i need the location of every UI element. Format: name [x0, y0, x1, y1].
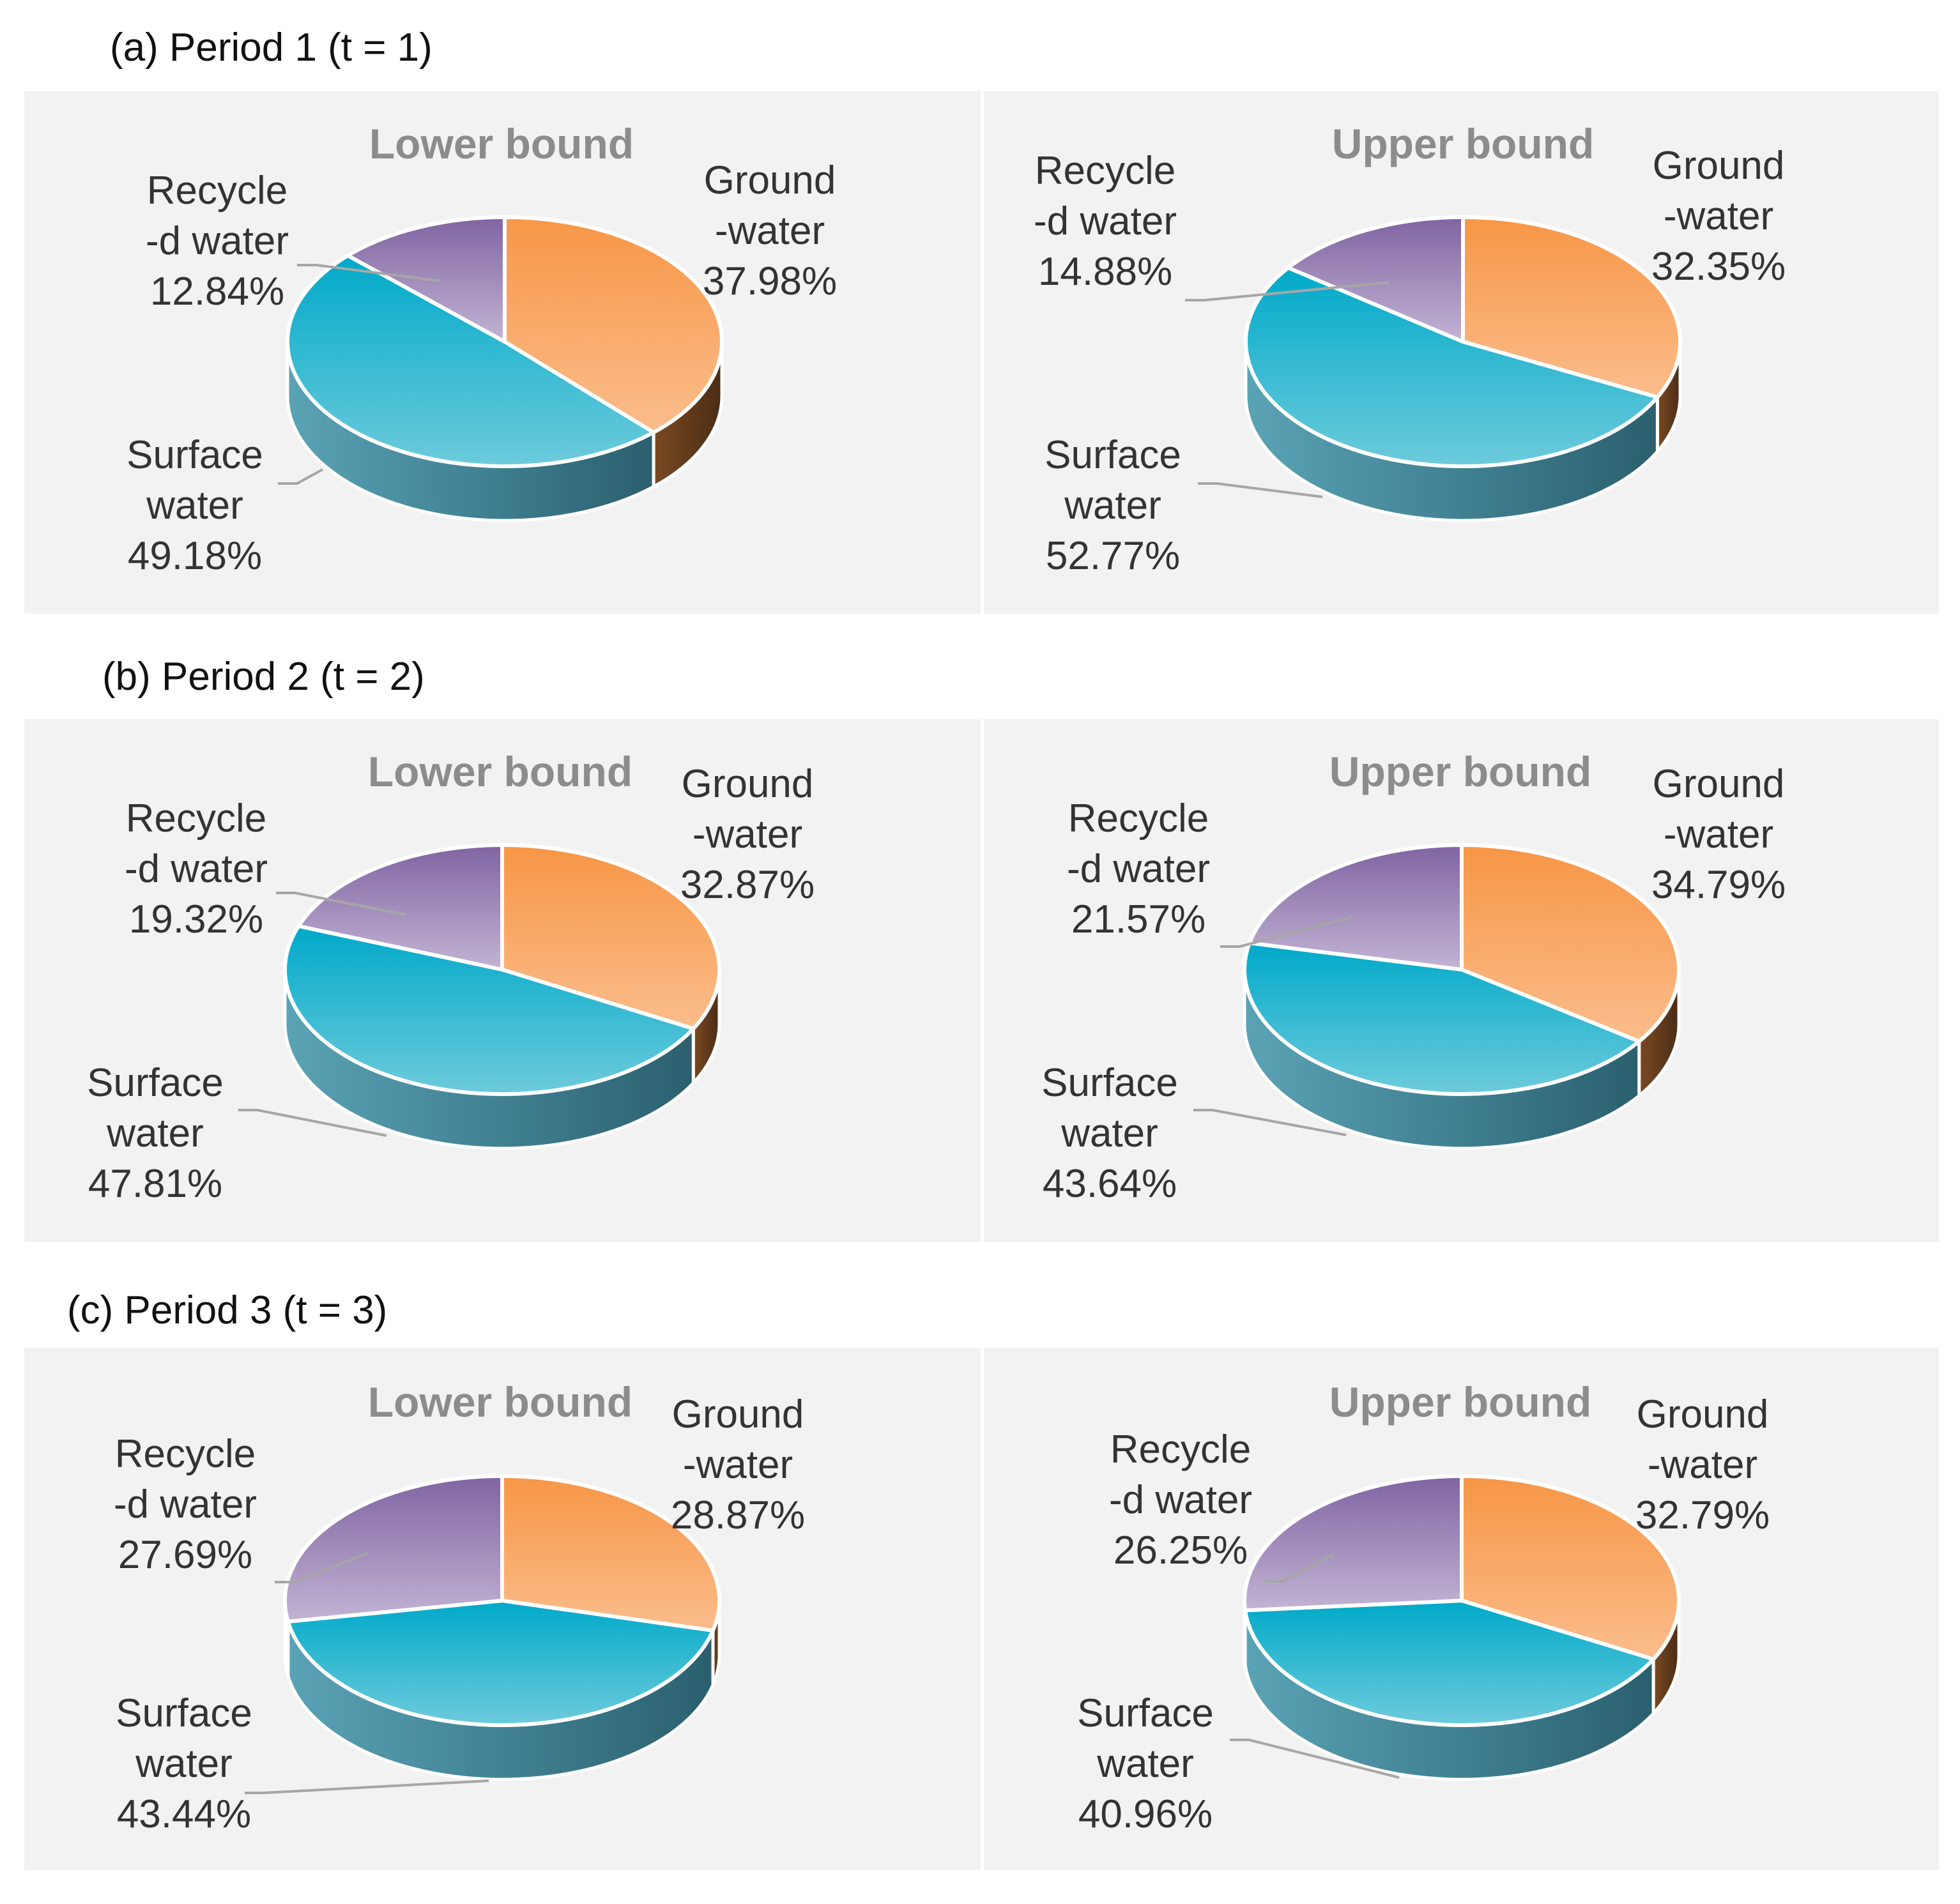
leader-line [297, 264, 441, 282]
leader-line [1185, 281, 1390, 301]
label-groundwater: Ground -water 32.79% [1635, 1392, 1770, 1537]
pie-slice-groundwater [503, 215, 724, 434]
label-groundwater: Ground -water 28.87% [671, 1392, 805, 1537]
leader-line [276, 892, 406, 916]
pie-slice-recycled-water [1243, 1474, 1464, 1613]
leader-line [1230, 1739, 1400, 1779]
label-recycled-water: Recycle -d water 26.25% [1109, 1428, 1252, 1573]
bound-title: Lower bound [369, 120, 634, 167]
leader-line [1193, 1109, 1347, 1136]
leader-line [245, 1779, 489, 1794]
pie-slice-surface-water [285, 254, 656, 469]
pie-chart: Upper bound Ground -water 32.35% Surface wate… [1034, 120, 1786, 578]
label-groundwater: Ground -water 37.98% [703, 158, 837, 303]
bound-title: Lower bound [368, 1378, 632, 1426]
period-title: (b) Period 2 (t = 2) [102, 655, 425, 699]
pie-slice-groundwater [1461, 215, 1682, 399]
leader-line [275, 1552, 368, 1583]
leader-line [238, 1109, 387, 1137]
label-groundwater: Ground -water 32.35% [1651, 144, 1786, 289]
label-surface-water: Surface water 52.77% [1045, 433, 1181, 578]
period-title: (c) Period 3 (t = 3) [67, 1288, 387, 1332]
label-groundwater: Ground -water 32.87% [680, 762, 815, 907]
leader-line [278, 468, 323, 485]
label-groundwater: Ground -water 34.79% [1651, 762, 1786, 907]
pie-slice-recycled-water [283, 1474, 504, 1624]
period-title: (a) Period 1 (t = 1) [110, 26, 433, 70]
bound-title: Upper bound [1329, 748, 1592, 795]
label-surface-water: Surface water 43.64% [1041, 1061, 1178, 1206]
pie-slice-groundwater [500, 843, 721, 1031]
pie-chart: Lower bound Ground -water 32.87% Surface wate… [87, 748, 815, 1206]
pie-slice-groundwater [1460, 843, 1681, 1044]
pie-chart: Lower bound Ground -water 28.87% Surface wate… [114, 1378, 805, 1836]
pie-slice-surface-water [1243, 1599, 1656, 1727]
pie-slice-recycled-water [1286, 215, 1465, 344]
pie-slice-surface-water [286, 1599, 715, 1727]
pie-chart: Upper bound Ground -water 34.79% Surface wate… [1041, 748, 1786, 1206]
pie-slice-recycled-water [296, 843, 504, 971]
label-surface-water: Surface water 47.81% [87, 1061, 224, 1206]
label-surface-water: Surface water 49.18% [126, 433, 263, 578]
pie-slice-surface-water [1244, 266, 1660, 468]
leader-line [1264, 1553, 1335, 1583]
pie-slice-surface-water [1243, 941, 1641, 1096]
bound-title: Lower bound [368, 748, 632, 795]
pie-chart: Upper bound Ground -water 32.79% Surface wate… [1077, 1378, 1770, 1836]
label-recycled-water: Recycle -d water 12.84% [146, 169, 289, 314]
leader-line [1198, 482, 1323, 498]
label-surface-water: Surface water 40.96% [1077, 1691, 1214, 1836]
pie-slice-groundwater [1460, 1474, 1681, 1661]
leader-line [1220, 916, 1353, 948]
pie-slice-surface-water [283, 924, 696, 1096]
bound-title: Upper bound [1332, 120, 1595, 167]
pie-slice-groundwater [500, 1474, 721, 1633]
label-recycled-water: Recycle -d water 21.57% [1067, 796, 1210, 941]
label-recycled-water: Recycle -d water 27.69% [114, 1432, 257, 1577]
label-recycled-water: Recycle -d water 14.88% [1034, 149, 1177, 294]
bound-title: Upper bound [1329, 1378, 1592, 1426]
pie-chart: Lower bound Ground -water 37.98% Surface wate… [126, 120, 837, 578]
label-recycled-water: Recycle -d water 19.32% [125, 796, 268, 941]
label-surface-water: Surface water 43.44% [116, 1691, 252, 1836]
pie-slice-recycled-water [1247, 843, 1464, 971]
